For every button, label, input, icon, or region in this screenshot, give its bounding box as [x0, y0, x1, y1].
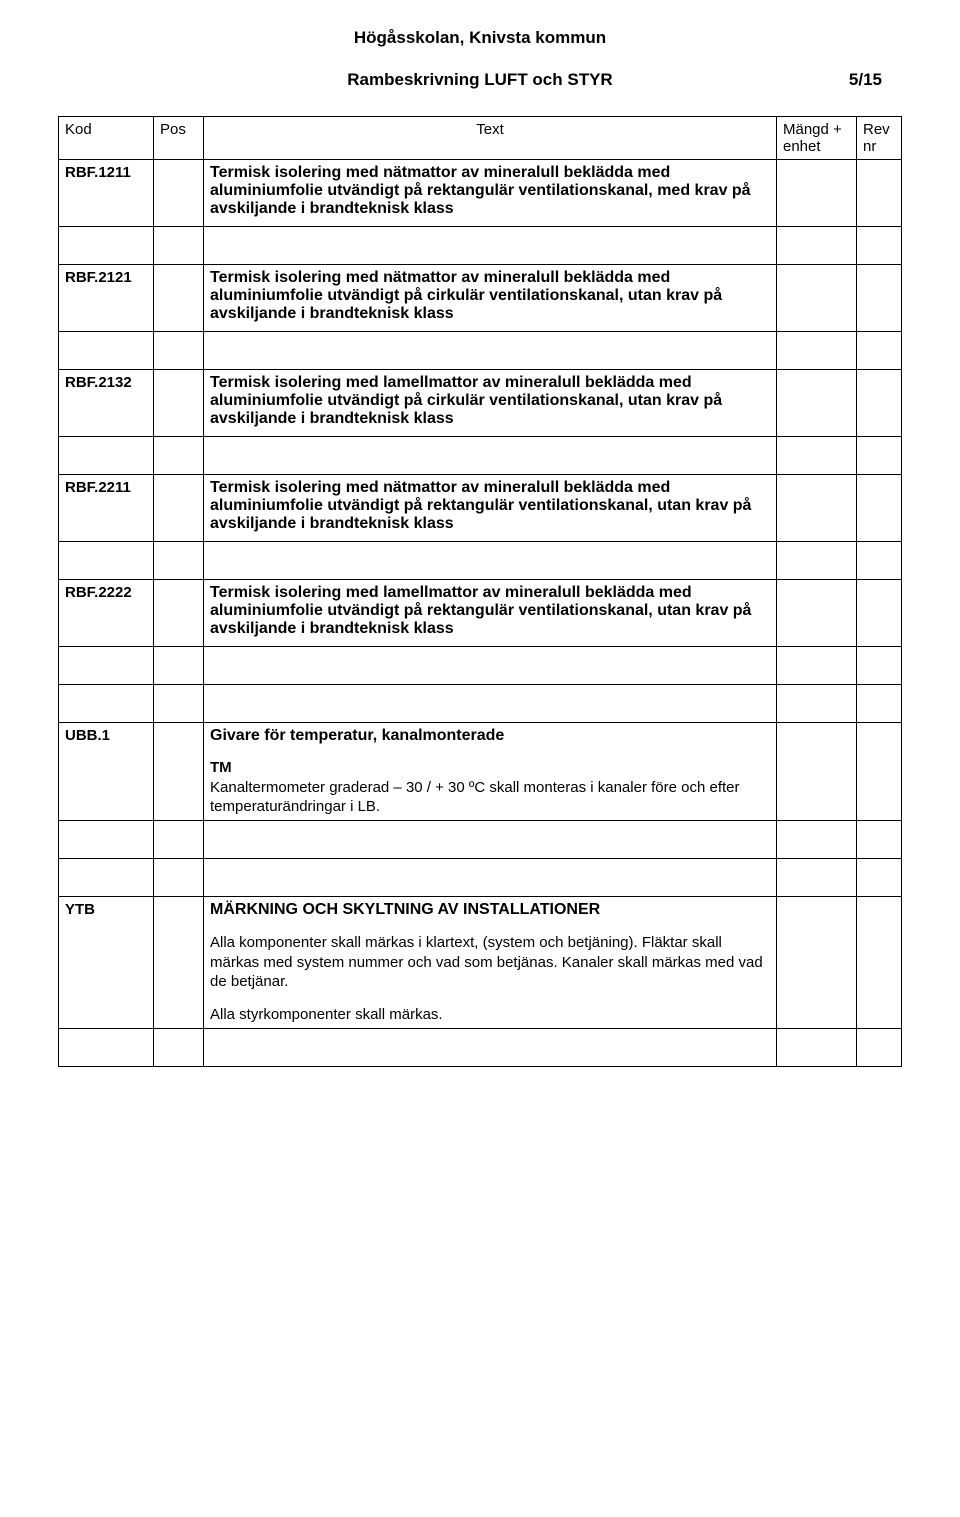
text-cell: Termisk isolering med lamellmattor av mi…	[204, 370, 777, 437]
col-mangd: Mängd + enhet	[777, 117, 857, 160]
mangd-cell	[777, 370, 857, 437]
kod-cell: RBF.2132	[59, 370, 154, 437]
kod-cell: RBF.2211	[59, 475, 154, 542]
doc-title: Rambeskrivning LUFT och STYR	[347, 70, 612, 90]
pos-cell	[154, 370, 204, 437]
table-row: RBF.2132 Termisk isolering med lamellmat…	[59, 370, 902, 437]
table-row: RBF.2222 Termisk isolering med lamellmat…	[59, 580, 902, 647]
table-row: UBB.1 Givare för temperatur, kanalmonter…	[59, 723, 902, 821]
org-title: Högåsskolan, Knivsta kommun	[238, 28, 722, 48]
spacer	[59, 332, 902, 370]
spec-table: Kod Pos Text Mängd + enhet Rev nr RBF.12…	[58, 116, 902, 1067]
mangd-cell	[777, 897, 857, 1029]
pos-cell	[154, 265, 204, 332]
text-cell: Termisk isolering med lamellmattor av mi…	[204, 580, 777, 647]
rev-cell	[857, 475, 902, 542]
kod-cell: UBB.1	[59, 723, 154, 821]
section-title: Termisk isolering med lamellmattor av mi…	[210, 584, 770, 638]
col-pos: Pos	[154, 117, 204, 160]
body-text: Alla styrkomponenter skall märkas.	[210, 1005, 770, 1024]
page-header: Högåsskolan, Knivsta kommun Rambeskrivni…	[238, 28, 722, 90]
kod-cell: RBF.2222	[59, 580, 154, 647]
spacer	[59, 821, 902, 859]
table-row: RBF.1211 Termisk isolering med nätmattor…	[59, 160, 902, 227]
table-header-row: Kod Pos Text Mängd + enhet Rev nr	[59, 117, 902, 160]
rev-cell	[857, 897, 902, 1029]
spacer	[59, 1029, 902, 1067]
pos-cell	[154, 723, 204, 821]
section-title: Termisk isolering med lamellmattor av mi…	[210, 374, 770, 428]
rev-cell	[857, 265, 902, 332]
rev-cell	[857, 370, 902, 437]
rev-cell	[857, 580, 902, 647]
table-row: RBF.2211 Termisk isolering med nätmattor…	[59, 475, 902, 542]
table-row: RBF.2121 Termisk isolering med nätmattor…	[59, 265, 902, 332]
mangd-cell	[777, 580, 857, 647]
spacer	[59, 859, 902, 897]
text-cell: Givare för temperatur, kanalmonterade TM…	[204, 723, 777, 821]
table-row: YTB MÄRKNING OCH SKYLTNING AV INSTALLATI…	[59, 897, 902, 1029]
spacer	[59, 227, 902, 265]
kod-cell: RBF.1211	[59, 160, 154, 227]
spacer	[59, 647, 902, 685]
body-text: Alla komponenter skall märkas i klartext…	[210, 933, 770, 991]
pos-cell	[154, 475, 204, 542]
section-title: Termisk isolering med nätmattor av miner…	[210, 164, 770, 218]
col-kod: Kod	[59, 117, 154, 160]
mangd-cell	[777, 265, 857, 332]
mangd-cell	[777, 723, 857, 821]
doc-title-row: Rambeskrivning LUFT och STYR 5/15	[238, 70, 722, 90]
text-cell: Termisk isolering med nätmattor av miner…	[204, 160, 777, 227]
rev-cell	[857, 160, 902, 227]
page-number: 5/15	[849, 70, 882, 90]
kod-cell: RBF.2121	[59, 265, 154, 332]
section-title: Termisk isolering med nätmattor av miner…	[210, 269, 770, 323]
spacer	[59, 542, 902, 580]
section-title: Givare för temperatur, kanalmonterade	[210, 727, 770, 745]
page-container: Högåsskolan, Knivsta kommun Rambeskrivni…	[0, 0, 960, 1127]
spacer	[59, 437, 902, 475]
kod-cell: YTB	[59, 897, 154, 1029]
rev-cell	[857, 723, 902, 821]
section-title: MÄRKNING OCH SKYLTNING AV INSTALLATIONER	[210, 901, 770, 919]
sub-label: TM	[210, 759, 770, 776]
text-cell: MÄRKNING OCH SKYLTNING AV INSTALLATIONER…	[204, 897, 777, 1029]
col-text: Text	[204, 117, 777, 160]
pos-cell	[154, 897, 204, 1029]
text-cell: Termisk isolering med nätmattor av miner…	[204, 475, 777, 542]
text-cell: Termisk isolering med nätmattor av miner…	[204, 265, 777, 332]
spacer	[59, 685, 902, 723]
pos-cell	[154, 580, 204, 647]
col-rev: Rev nr	[857, 117, 902, 160]
pos-cell	[154, 160, 204, 227]
body-text: Kanaltermometer graderad – 30 / + 30 ºC …	[210, 778, 770, 816]
mangd-cell	[777, 475, 857, 542]
mangd-cell	[777, 160, 857, 227]
section-title: Termisk isolering med nätmattor av miner…	[210, 479, 770, 533]
